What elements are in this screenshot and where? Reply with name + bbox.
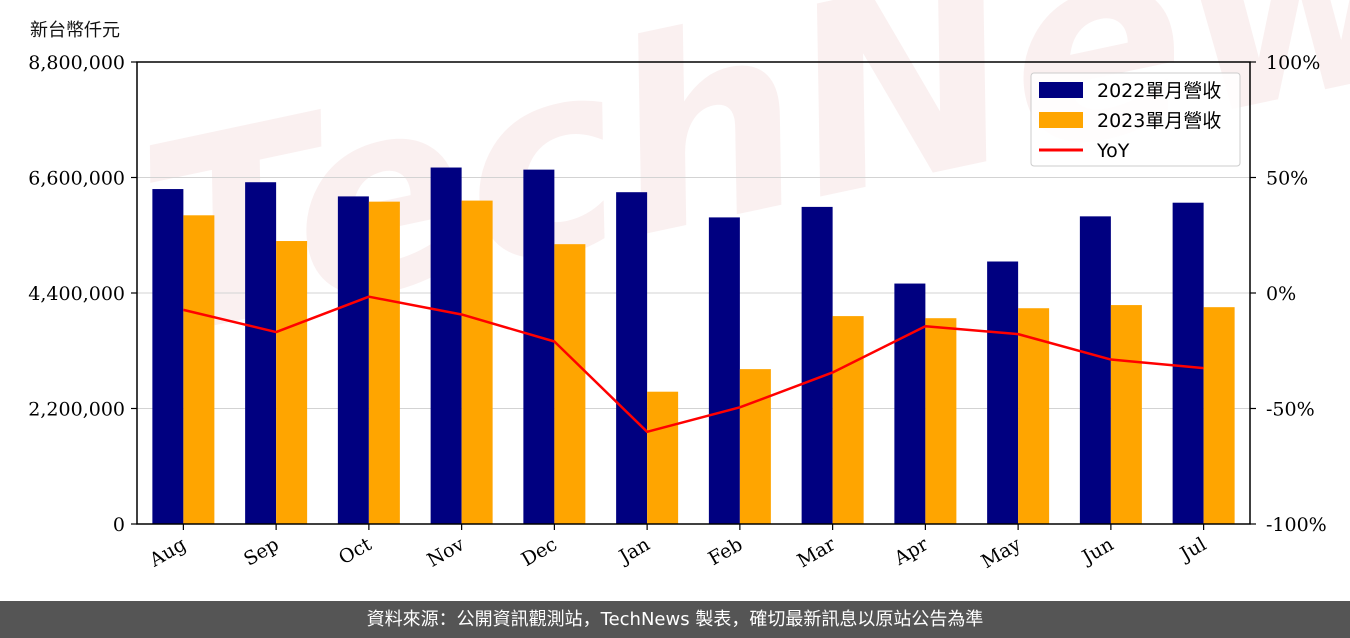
bar-2023 [647, 391, 679, 524]
x-tick-label: Apr [890, 533, 933, 570]
y-right-tick-label: 100% [1266, 52, 1320, 74]
bar-2023 [276, 241, 308, 524]
bar-2022 [1079, 216, 1111, 524]
legend-label: YoY [1096, 140, 1130, 162]
bar-2023 [925, 318, 957, 524]
legend-swatch [1039, 82, 1083, 98]
bar-2022 [1172, 202, 1204, 524]
x-tick-label: Aug [145, 533, 190, 572]
bar-2022 [708, 217, 740, 524]
bar-2023 [368, 201, 400, 524]
bars [152, 167, 1235, 525]
source-footer: 資料來源：公開資訊觀測站，TechNews 製表，確切最新訊息以原站公告為準 [0, 601, 1350, 638]
legend-box [1030, 72, 1241, 167]
y-left-tick-label: 8,800,000 [28, 52, 125, 74]
y-left-tick-label: 0 [113, 514, 125, 536]
legend-swatch [1039, 112, 1083, 128]
legend: 2022單月營收 2023單月營收 YoY [1030, 72, 1241, 167]
bar-2022 [152, 189, 184, 525]
y-right-tick-label: -50% [1266, 399, 1315, 421]
y-right-tick-label: 50% [1266, 168, 1308, 190]
revenue-chart: 0 2,200,000 4,400,000 6,600,000 8,800,000 -10… [28, 52, 1327, 573]
bar-2023 [1110, 305, 1142, 524]
y-right-tick-label: -100% [1266, 514, 1327, 536]
legend-label: 2023單月營收 [1097, 110, 1221, 132]
bar-2023 [1203, 307, 1235, 524]
bar-2022 [245, 182, 277, 524]
y-right-tick-label: 0% [1266, 283, 1296, 305]
x-tick-label: Dec [518, 533, 561, 571]
bar-2023 [554, 244, 586, 525]
y-left-tick-label: 4,400,000 [28, 283, 125, 305]
bar-2022 [894, 283, 926, 524]
bar-2022 [616, 192, 648, 524]
bar-2022 [337, 196, 369, 524]
bar-2023 [1018, 308, 1050, 524]
legend-label: 2022單月營收 [1097, 80, 1221, 102]
bar-2023 [739, 369, 771, 524]
yoy-line [183, 295, 1204, 434]
x-tick-label: Feb [705, 533, 747, 570]
x-tick-label: Oct [335, 533, 376, 569]
bar-2022 [523, 169, 555, 524]
y-left-tick-label: 6,600,000 [28, 168, 125, 190]
x-tick-label: Nov [424, 533, 469, 572]
x-tick-label: Jun [1077, 533, 1118, 569]
x-tick-label: Jul [1175, 533, 1210, 566]
x-tick-label: Mar [794, 533, 840, 572]
bar-2022 [430, 167, 462, 524]
bar-2023 [832, 316, 864, 524]
bar-2023 [461, 200, 493, 524]
y-left-tick-label: 2,200,000 [28, 399, 125, 421]
bar-2022 [987, 261, 1019, 524]
x-tick-label: May [978, 533, 1025, 573]
yoy-line-path [183, 295, 1204, 434]
bar-2023 [183, 215, 215, 525]
x-tick-label: Jan [614, 533, 654, 569]
x-tick-label: Sep [240, 533, 283, 570]
bar-2022 [801, 206, 833, 524]
unit-label: 新台幣仟元 [30, 20, 120, 41]
